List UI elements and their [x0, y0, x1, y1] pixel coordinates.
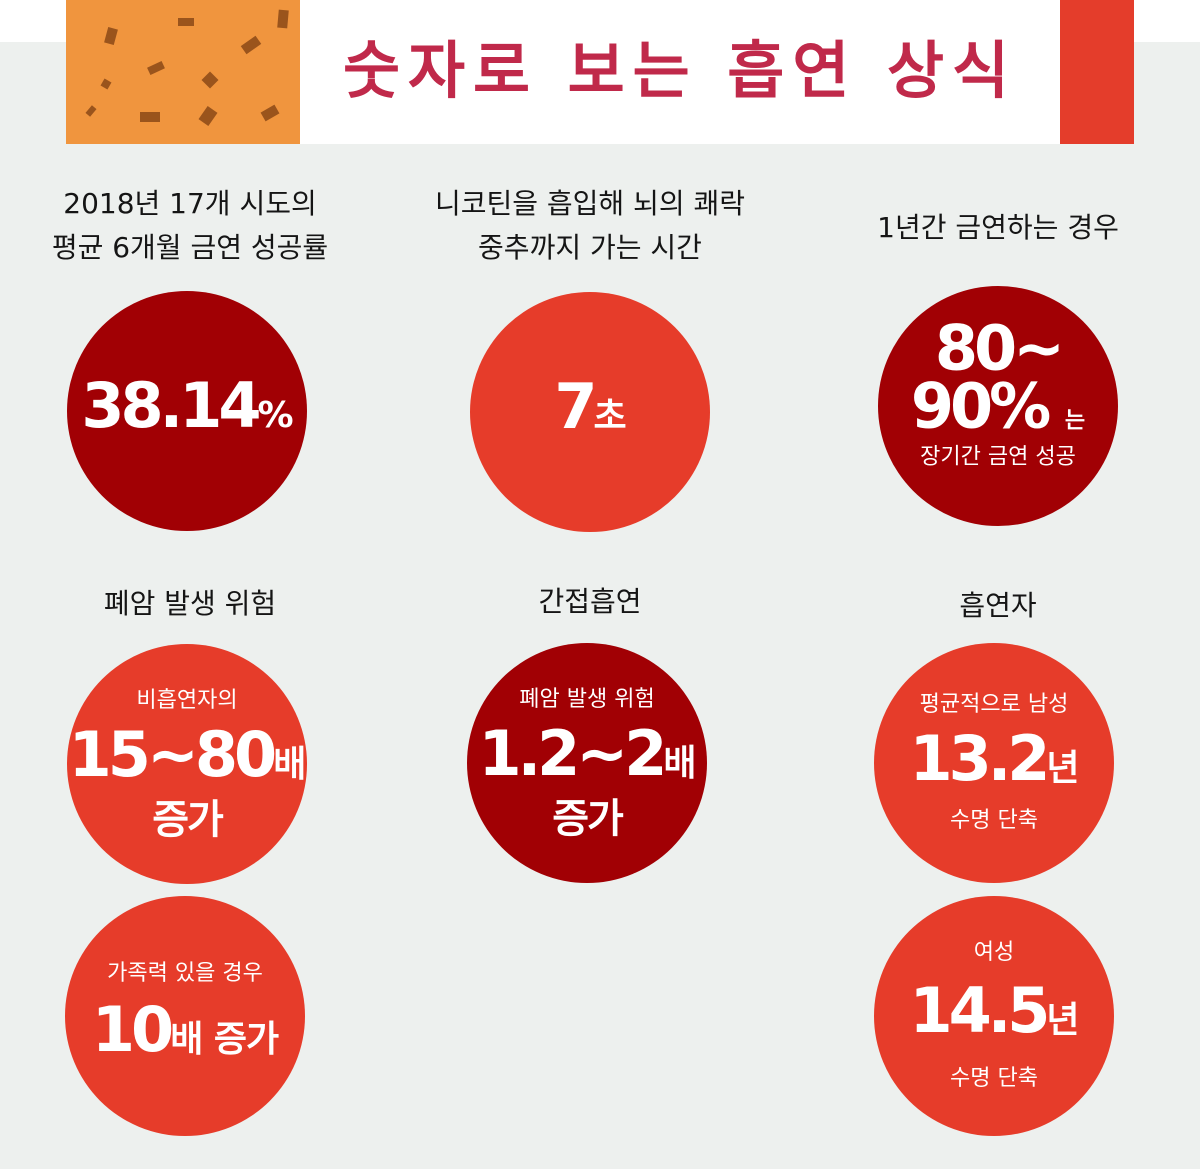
note: 수명 단축	[950, 1066, 1038, 1091]
label-smoker: 흡연자	[959, 589, 1037, 622]
value-unit: 년	[1046, 1000, 1079, 1041]
value-text: 14.5년	[909, 978, 1079, 1054]
page-title: 숫자로 보는 흡연 상식	[342, 34, 1018, 107]
note: 수명 단축	[950, 808, 1038, 833]
circle-nicotine-time: 7초	[470, 292, 710, 532]
caption: 비흡연자의	[136, 688, 238, 713]
label-lung-cancer-risk: 폐암 발생 위험	[103, 587, 277, 620]
value-text: 1.2~2배	[478, 721, 696, 797]
circle-secondhand-smoke: 폐암 발생 위험 1.2~2배 증가	[467, 643, 707, 883]
value-number: 7	[554, 370, 597, 443]
caption: 여성	[973, 940, 1015, 965]
caption: 가족력 있을 경우	[107, 961, 263, 986]
value-number: 10	[91, 993, 174, 1066]
label-line: 2018년 17개 시도의	[63, 187, 317, 220]
value-unit: 배	[273, 744, 306, 785]
value-unit: %	[257, 395, 294, 436]
circle-family-history: 가족력 있을 경우 10배 증가	[65, 896, 305, 1136]
circle-one-year-quit: 80~ 90% 는 장기간 금연 성공	[878, 286, 1118, 526]
value-line: 80~	[934, 311, 1065, 385]
label-line: 니코틴을 흡입해 뇌의 쾌락	[434, 187, 746, 220]
value-text: 15~80배	[69, 722, 307, 798]
value-unit: 년	[1046, 748, 1079, 789]
value-text: 13.2년	[909, 726, 1079, 802]
label-secondhand-smoke: 간접흡연	[538, 585, 642, 618]
value-line: 90% 는	[911, 375, 1086, 437]
label-line: 중추까지 가는 시간	[478, 231, 702, 264]
note: 증가	[552, 796, 624, 842]
caption: 평균적으로 남성	[919, 692, 1069, 717]
caption: 폐암 발생 위험	[519, 687, 655, 712]
value-unit: 배 증가	[170, 1019, 279, 1060]
value-unit: 초	[593, 396, 627, 437]
caption: 장기간 금연 성공	[920, 444, 1076, 470]
value-text: 38.14%	[81, 373, 294, 449]
label-nicotine-time: 니코틴을 흡입해 뇌의 쾌락 중추까지 가는 시간	[400, 182, 780, 270]
orange-decoration	[66, 0, 300, 144]
label-smoking-cessation-rate: 2018년 17개 시도의 평균 6개월 금연 성공률	[0, 182, 380, 270]
note: 증가	[152, 797, 224, 843]
circle-cessation-rate: 38.14%	[67, 291, 307, 531]
value-number: 14.5	[909, 974, 1050, 1047]
value-number: 90%	[910, 369, 1051, 443]
value-number: 38.14	[81, 369, 261, 442]
label-one-year-quit: 1년간 금연하는 경우	[877, 211, 1119, 244]
circle-female-life-loss: 여성 14.5년 수명 단축	[874, 896, 1114, 1136]
value-text: 10배 증가	[92, 997, 279, 1073]
red-decoration	[1060, 0, 1134, 144]
value-unit: 배	[663, 743, 696, 784]
label-line: 평균 6개월 금연 성공률	[51, 231, 329, 264]
value-number: 13.2	[909, 722, 1050, 795]
value-number: 1.2~2	[478, 717, 667, 790]
value-suffix: 는	[1064, 408, 1086, 434]
value-text: 7초	[554, 374, 627, 450]
circle-male-life-loss: 평균적으로 남성 13.2년 수명 단축	[874, 643, 1114, 883]
value-number: 15~80	[68, 718, 278, 791]
circle-lung-cancer-risk: 비흡연자의 15~80배 증가	[67, 644, 307, 884]
